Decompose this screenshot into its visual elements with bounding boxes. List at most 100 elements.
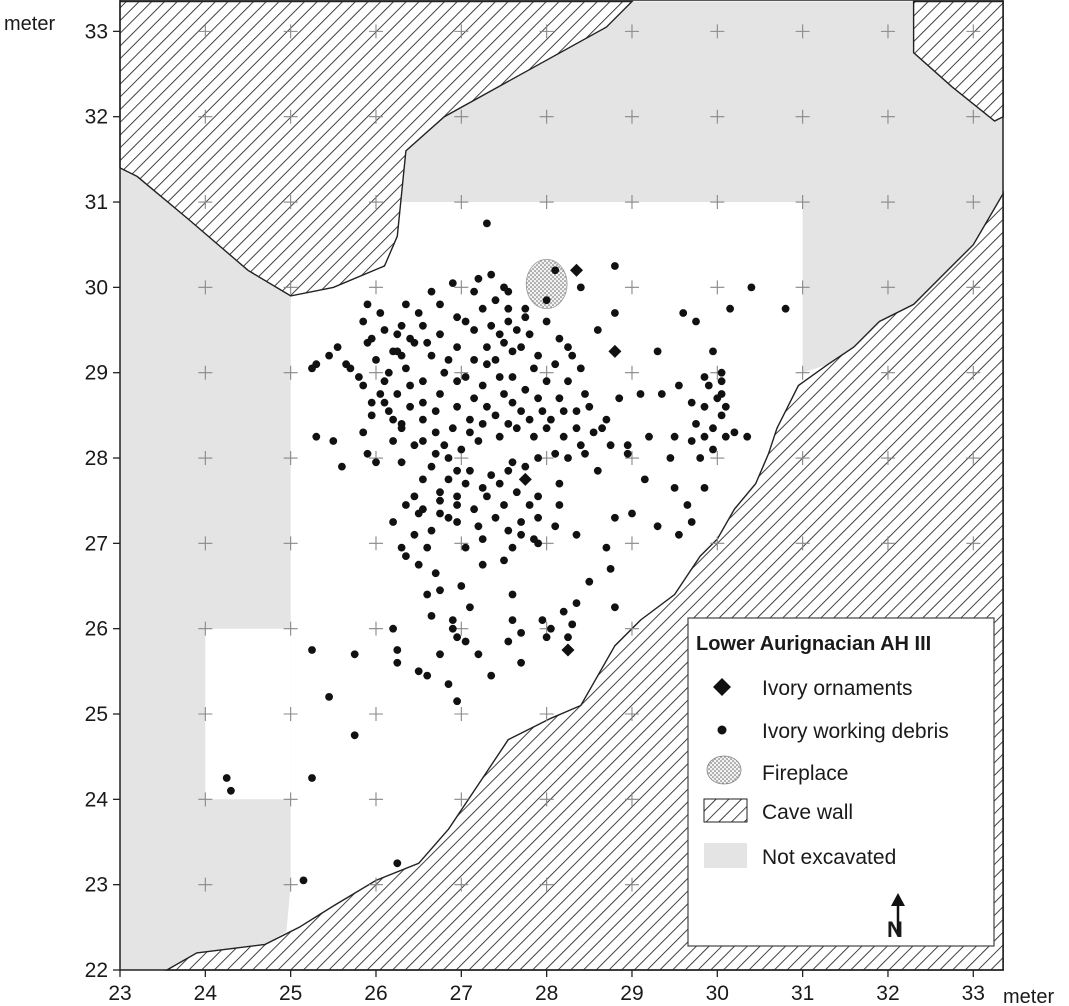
grid-cross <box>966 365 981 380</box>
debris-point <box>414 509 423 518</box>
debris-point <box>512 326 521 334</box>
grid-cross <box>710 24 725 39</box>
debris-point <box>419 415 427 424</box>
debris-point <box>551 449 560 458</box>
debris-point <box>461 637 470 646</box>
grid-cross <box>966 24 981 39</box>
grid-cross <box>198 195 213 210</box>
grid-cross <box>880 280 895 295</box>
debris-point <box>470 326 478 334</box>
debris-point <box>419 437 427 445</box>
debris-point <box>491 356 500 364</box>
debris-point <box>397 543 406 552</box>
grid-cross <box>283 195 298 210</box>
debris-point <box>389 518 397 526</box>
debris-point <box>406 402 414 411</box>
debris-point <box>564 633 572 642</box>
grid-cross <box>283 621 298 636</box>
debris-point <box>517 629 525 637</box>
debris-point <box>564 343 572 351</box>
grid-cross <box>454 536 469 551</box>
debris-point <box>781 304 790 313</box>
debris-point <box>431 449 440 458</box>
grid-cross <box>624 365 639 380</box>
debris-point <box>623 449 632 458</box>
debris-point <box>687 518 696 526</box>
debris-point <box>495 373 504 381</box>
debris-point <box>453 402 461 411</box>
debris-point <box>559 432 568 441</box>
grid-cross <box>966 280 981 295</box>
debris-point <box>338 462 346 471</box>
y-axis-ticks: 22 23 24 25 26 27 28 29 30 31 32 33 <box>85 20 120 982</box>
debris-point <box>542 424 551 433</box>
debris-point <box>444 680 453 688</box>
grid-cross <box>710 451 725 466</box>
x-tick-label: 33 <box>962 982 985 1005</box>
x-tick-label: 24 <box>194 982 218 1005</box>
debris-point <box>717 377 726 386</box>
grid-cross <box>624 280 639 295</box>
debris-point <box>717 368 726 377</box>
debris-point <box>436 650 444 659</box>
debris-point <box>572 407 581 415</box>
grid-cross <box>624 621 639 636</box>
y-tick-label: 23 <box>85 874 108 897</box>
debris-point <box>504 420 513 428</box>
x-axis-ticks: 23 24 25 26 27 28 29 30 31 32 33 <box>108 970 985 1005</box>
grid-cross <box>710 109 725 124</box>
debris-point <box>636 390 645 398</box>
x-tick-label: 27 <box>450 982 473 1005</box>
debris-point <box>692 317 700 326</box>
debris-point <box>483 343 491 351</box>
debris-point <box>427 526 436 535</box>
debris-point <box>508 590 517 599</box>
debris-point <box>440 441 449 450</box>
debris-point <box>453 501 461 509</box>
debris-point <box>419 321 427 330</box>
debris-point <box>517 343 525 351</box>
y-tick-label: 24 <box>85 788 109 811</box>
debris-point <box>448 424 457 433</box>
debris-point <box>363 300 372 309</box>
debris-point <box>517 658 525 667</box>
debris-point <box>380 398 389 407</box>
debris-point <box>402 501 410 509</box>
debris-point <box>483 402 491 411</box>
debris-point <box>628 509 636 518</box>
grid-cross <box>283 451 298 466</box>
debris-point <box>453 697 461 706</box>
grid-cross <box>283 707 298 722</box>
debris-point <box>427 287 436 296</box>
grid-cross <box>624 195 639 210</box>
debris-point <box>440 368 449 377</box>
debris-point <box>542 296 551 305</box>
debris-point <box>521 462 530 471</box>
grid-cross <box>795 195 810 210</box>
debris-point <box>384 368 393 377</box>
debris-point <box>355 373 363 381</box>
grid-cross <box>454 280 469 295</box>
grid-cross <box>710 280 725 295</box>
debris-point <box>427 351 436 360</box>
ornament-point <box>570 263 584 277</box>
debris-point <box>487 321 496 330</box>
debris-point <box>367 411 376 420</box>
debris-point <box>457 445 466 454</box>
debris-point <box>483 360 491 369</box>
debris-point <box>602 415 611 424</box>
cave-wall-region <box>119 0 634 297</box>
debris-point <box>491 411 500 420</box>
debris-point <box>508 398 517 407</box>
debris-point <box>448 279 457 287</box>
debris-point <box>508 543 517 552</box>
debris-point <box>589 428 598 437</box>
debris-point <box>419 475 427 484</box>
debris-point <box>559 407 568 415</box>
legend: Lower Aurignacian AH III Ivory ornaments… <box>687 617 995 947</box>
grid-cross <box>880 195 895 210</box>
debris-point <box>606 565 615 573</box>
grid-cross <box>539 792 554 807</box>
grid-cross <box>966 195 981 210</box>
debris-point <box>551 360 560 369</box>
